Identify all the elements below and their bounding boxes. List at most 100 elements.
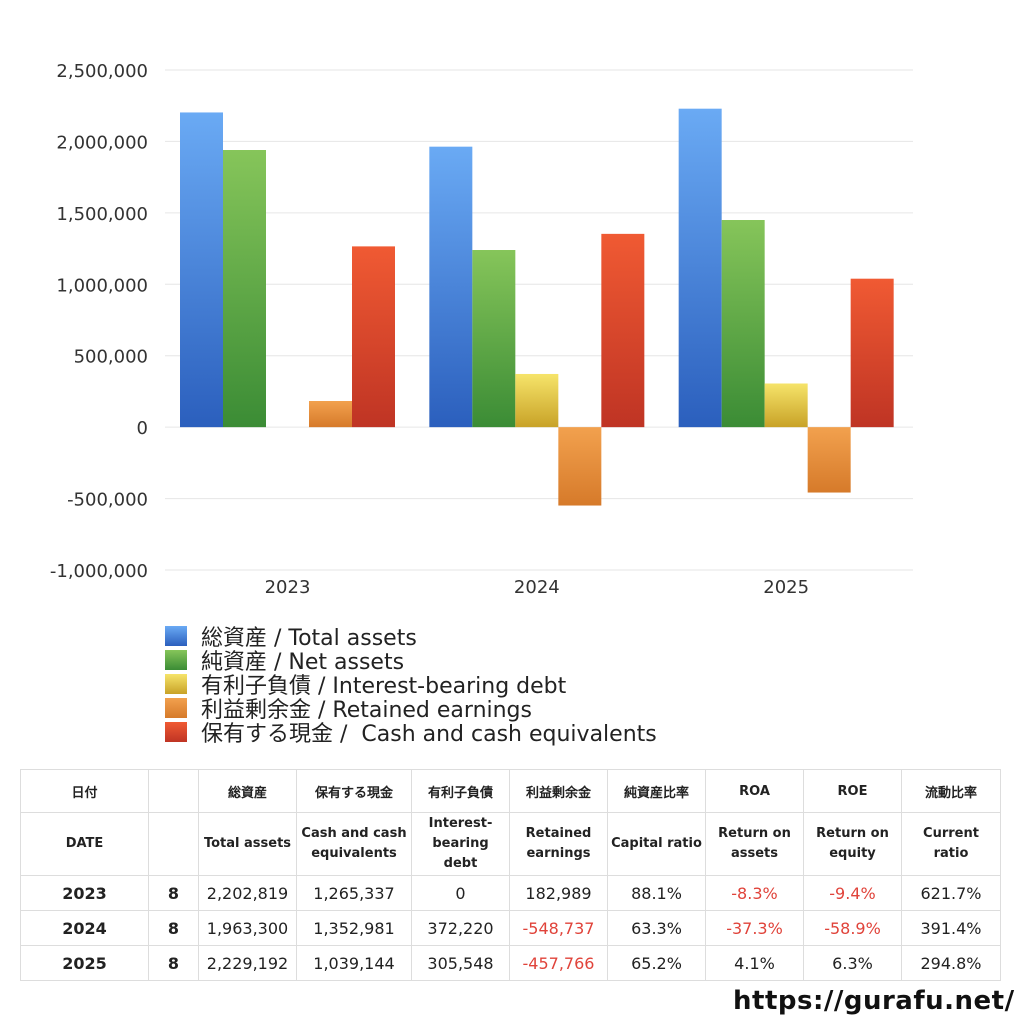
cell-total-assets: 2,229,192: [198, 945, 297, 981]
cell-year: 2023: [20, 875, 149, 911]
legend-item: 純資産 / Net assets: [165, 648, 657, 675]
bar-1-2025: [721, 220, 765, 428]
y-tick-label: -500,000: [67, 490, 148, 511]
table-row: 2023 8 2,202,819 1,265,337 0 182,989 88.1% -8.3…: [20, 875, 1001, 911]
cell-total-assets: 2,202,819: [198, 875, 297, 911]
legend-label: 総資産 / Total assets: [201, 626, 417, 651]
column-header-en: Capital ratio: [607, 812, 706, 876]
column-header-jp: 総資産: [198, 769, 297, 813]
cell-capital-ratio: 88.1%: [607, 875, 706, 911]
cell-month: 8: [148, 945, 199, 981]
column-header-jp: 純資産比率: [607, 769, 706, 813]
column-header-en: Interest-bearing debt: [411, 812, 510, 876]
cell-debt: 0: [411, 875, 510, 911]
legend-swatch: [165, 698, 187, 718]
x-tick-label: 2024: [514, 577, 560, 598]
cell-debt: 305,548: [411, 945, 510, 981]
column-header-en: [148, 812, 199, 876]
bar-1-2023: [223, 150, 266, 428]
table-row: 2024 8 1,963,300 1,352,981 372,220 -548,737 63…: [20, 910, 1001, 946]
cell-roa: -37.3%: [705, 910, 804, 946]
legend-label: 有利子負債 / Interest-bearing debt: [201, 674, 567, 699]
table-header-en: DATE Total assets Cash and cash equivalents…: [20, 812, 1001, 876]
column-header-jp: 有利子負債: [411, 769, 510, 813]
column-header-en: Current ratio: [901, 812, 1001, 876]
legend-swatch: [165, 674, 187, 694]
bars: [180, 108, 894, 506]
column-header-jp: 利益剰余金: [509, 769, 608, 813]
y-tick-label: 1,500,000: [56, 204, 148, 225]
column-header-jp: ROA: [705, 769, 804, 813]
cell-roe: 6.3%: [803, 945, 902, 981]
legend: 総資産 / Total assets 純資産 / Net assets 有利子負債 …: [165, 624, 657, 747]
column-header-jp: 保有する現金: [296, 769, 412, 813]
cell-cash: 1,265,337: [296, 875, 412, 911]
legend-item: 総資産 / Total assets: [165, 624, 657, 651]
site-url[interactable]: https://gurafu.net/: [733, 986, 1015, 1016]
legend-item: 利益剰余金 / Retained earnings: [165, 696, 657, 723]
financial-table: 日付 総資産 保有する現金 有利子負債 利益剰余金 純資産比率 ROA ROE 流動比率 DAT…: [20, 769, 1001, 981]
bar-4-2025: [850, 278, 894, 428]
cell-roa: 4.1%: [705, 945, 804, 981]
legend-label: 保有する現金 / Cash and cash equivalents: [201, 722, 657, 747]
cell-cash: 1,039,144: [296, 945, 412, 981]
column-header-en: Total assets: [198, 812, 297, 876]
y-tick-label: 1,000,000: [56, 275, 148, 296]
legend-swatch: [165, 722, 187, 742]
legend-label: 純資産 / Net assets: [201, 650, 405, 675]
cell-month: 8: [148, 875, 199, 911]
cell-roe: -58.9%: [803, 910, 902, 946]
cell-retained: -457,766: [509, 945, 608, 981]
bar-4-2024: [601, 233, 645, 428]
bar-3-2024: [558, 427, 602, 506]
cell-month: 8: [148, 910, 199, 946]
y-tick-label: 0: [137, 418, 148, 439]
cell-current-ratio: 621.7%: [901, 875, 1001, 911]
cell-total-assets: 1,963,300: [198, 910, 297, 946]
column-header-jp: 流動比率: [901, 769, 1001, 813]
column-header-jp: 日付: [20, 769, 149, 813]
x-tick-label: 2025: [763, 577, 809, 598]
x-axis: 2023 2024 2025: [265, 577, 809, 598]
bar-chart: 2,500,000 2,000,000 1,500,000 1,000,000 500,…: [50, 61, 913, 598]
cell-capital-ratio: 63.3%: [607, 910, 706, 946]
bar-0-2025: [678, 108, 722, 428]
bar-2-2024: [515, 373, 559, 428]
y-tick-label: -1,000,000: [50, 561, 148, 582]
column-header-en: Return on assets: [705, 812, 804, 876]
cell-roa: -8.3%: [705, 875, 804, 911]
bar-2-2025: [764, 383, 808, 428]
column-header-en: DATE: [20, 812, 149, 876]
column-header-jp: [148, 769, 199, 813]
bar-0-2023: [180, 112, 223, 428]
bar-0-2024: [429, 146, 473, 428]
column-header-jp: ROE: [803, 769, 902, 813]
cell-year: 2024: [20, 910, 149, 946]
grid-lines: [165, 69, 913, 571]
cell-current-ratio: 294.8%: [901, 945, 1001, 981]
cell-retained: -548,737: [509, 910, 608, 946]
x-tick-label: 2023: [265, 577, 311, 598]
column-header-en: Cash and cash equivalents: [296, 812, 412, 876]
y-tick-label: 500,000: [74, 347, 148, 368]
legend-label: 利益剰余金 / Retained earnings: [201, 698, 532, 723]
cell-capital-ratio: 65.2%: [607, 945, 706, 981]
y-tick-label: 2,500,000: [56, 61, 148, 82]
legend-item: 保有する現金 / Cash and cash equivalents: [165, 720, 657, 747]
table-row: 2025 8 2,229,192 1,039,144 305,548 -457,766 65…: [20, 945, 1001, 981]
column-header-en: Return on equity: [803, 812, 902, 876]
cell-cash: 1,352,981: [296, 910, 412, 946]
cell-debt: 372,220: [411, 910, 510, 946]
table-header-jp: 日付 総資産 保有する現金 有利子負債 利益剰余金 純資産比率 ROA ROE 流動比率: [20, 769, 1001, 813]
cell-year: 2025: [20, 945, 149, 981]
bar-1-2024: [472, 250, 516, 428]
cell-current-ratio: 391.4%: [901, 910, 1001, 946]
cell-retained: 182,989: [509, 875, 608, 911]
cell-roe: -9.4%: [803, 875, 902, 911]
bar-3-2025: [807, 427, 851, 493]
bar-3-2023: [309, 401, 352, 428]
bar-4-2023: [352, 246, 395, 428]
y-axis: 2,500,000 2,000,000 1,500,000 1,000,000 500,…: [50, 61, 148, 582]
legend-swatch: [165, 626, 187, 646]
legend-item: 有利子負債 / Interest-bearing debt: [165, 672, 657, 699]
